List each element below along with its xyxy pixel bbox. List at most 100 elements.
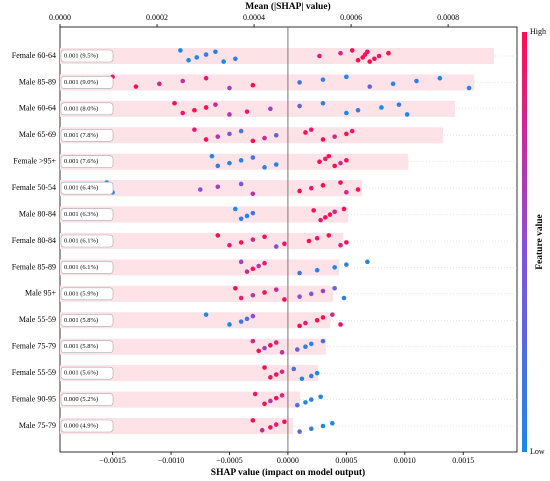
shap-point — [250, 210, 256, 216]
shap-point — [437, 75, 443, 81]
shap-point — [297, 323, 302, 329]
shap-point — [308, 127, 314, 132]
value-label: 0.001 (7.6%) — [64, 158, 98, 165]
value-label: 0.001 (9.0%) — [64, 79, 98, 86]
shap-point — [355, 107, 361, 113]
shap-point — [262, 401, 267, 407]
shap-point — [227, 322, 232, 327]
shap-point — [344, 158, 349, 163]
shap-point — [320, 100, 326, 106]
value-label: 0.000 (5.2%) — [64, 396, 98, 403]
shap-point — [203, 52, 209, 57]
x-tick-label: 0.0000 — [277, 456, 299, 465]
shap-point — [396, 102, 402, 107]
shap-point — [238, 240, 244, 245]
mean-bar — [60, 127, 444, 144]
mean-bar — [60, 74, 475, 91]
value-label: 0.001 (5.9%) — [64, 290, 98, 297]
shap-point — [332, 163, 337, 169]
shap-point — [303, 320, 308, 326]
row-label: Male 60-64 — [19, 104, 56, 113]
row-label: Male 80-84 — [19, 209, 56, 218]
shap-point — [344, 240, 349, 245]
value-label-box — [60, 102, 114, 116]
row-label: Female 75-79 — [12, 342, 56, 351]
shap-point — [332, 285, 337, 291]
shap-point — [320, 183, 326, 188]
shap-point — [303, 130, 308, 135]
shap-point — [227, 242, 232, 248]
mean-bar — [60, 100, 455, 117]
shap-point — [338, 180, 343, 185]
shap-point — [172, 100, 177, 106]
shap-point — [250, 266, 256, 272]
x-tick-label: 0.0015 — [452, 456, 474, 465]
mean-bar — [60, 180, 363, 197]
shap-point — [250, 138, 256, 144]
shap-point — [268, 398, 273, 404]
value-label-box — [60, 393, 114, 406]
shap-point — [297, 429, 302, 434]
value-label: 0.000 (4.9%) — [64, 422, 98, 429]
shap-point — [157, 81, 162, 87]
shap-point — [349, 128, 355, 134]
shap-point — [306, 238, 312, 244]
shap-point — [308, 397, 314, 402]
shap-point — [273, 422, 279, 427]
shap-point — [282, 241, 287, 247]
top-tick-label: 0.0008 — [437, 13, 459, 22]
mean-bar — [60, 391, 301, 408]
value-label-box — [60, 208, 114, 221]
shap-point — [317, 53, 322, 59]
shap-point — [314, 267, 320, 273]
shap-point — [209, 153, 215, 159]
shap-point — [327, 212, 333, 217]
shap-point — [268, 343, 273, 348]
shap-point — [338, 160, 343, 166]
shap-point — [294, 402, 300, 408]
shap-point — [341, 206, 347, 212]
shap-point — [344, 190, 349, 195]
shap-point — [252, 391, 258, 397]
value-label: 0.001 (7.8%) — [64, 132, 98, 139]
shap-point — [367, 59, 373, 64]
shap-point — [344, 110, 349, 116]
shap-point — [194, 55, 200, 60]
shap-point — [262, 345, 267, 351]
top-axis-label: Mean (|SHAP| value) — [245, 1, 330, 12]
value-label-box — [60, 261, 114, 274]
shap-point — [273, 340, 279, 345]
shap-point — [244, 269, 250, 274]
shap-point — [273, 244, 279, 249]
row-label: Female 90-95 — [12, 394, 56, 403]
shap-point — [227, 112, 232, 117]
shap-point — [323, 156, 328, 162]
shap-point — [330, 420, 335, 426]
shap-point — [262, 165, 267, 170]
value-label-box — [60, 155, 114, 169]
shap-point — [332, 209, 337, 215]
shap-point — [330, 312, 335, 317]
mean-bar — [60, 153, 409, 170]
shap-point — [365, 259, 370, 265]
value-label: 0.001 (5.8%) — [64, 343, 98, 350]
shap-point — [303, 400, 308, 405]
shap-point — [326, 233, 332, 238]
shap-point — [203, 105, 209, 110]
shap-point — [338, 50, 343, 56]
shap-point — [227, 131, 232, 137]
shap-point — [279, 393, 285, 398]
shap-point — [233, 206, 238, 212]
row-label: Male 65-69 — [19, 130, 56, 139]
shap-point — [238, 319, 244, 324]
shap-point — [320, 423, 326, 429]
shap-point — [338, 242, 343, 248]
shap-point — [238, 295, 244, 301]
value-label: 0.001 (6.1%) — [64, 237, 98, 244]
shap-point — [215, 163, 221, 169]
colorbar-low: Low — [530, 447, 545, 456]
shap-point — [273, 287, 279, 292]
shap-point — [279, 350, 285, 355]
row-label: Female 60-64 — [12, 51, 56, 60]
shap-point — [308, 291, 314, 297]
